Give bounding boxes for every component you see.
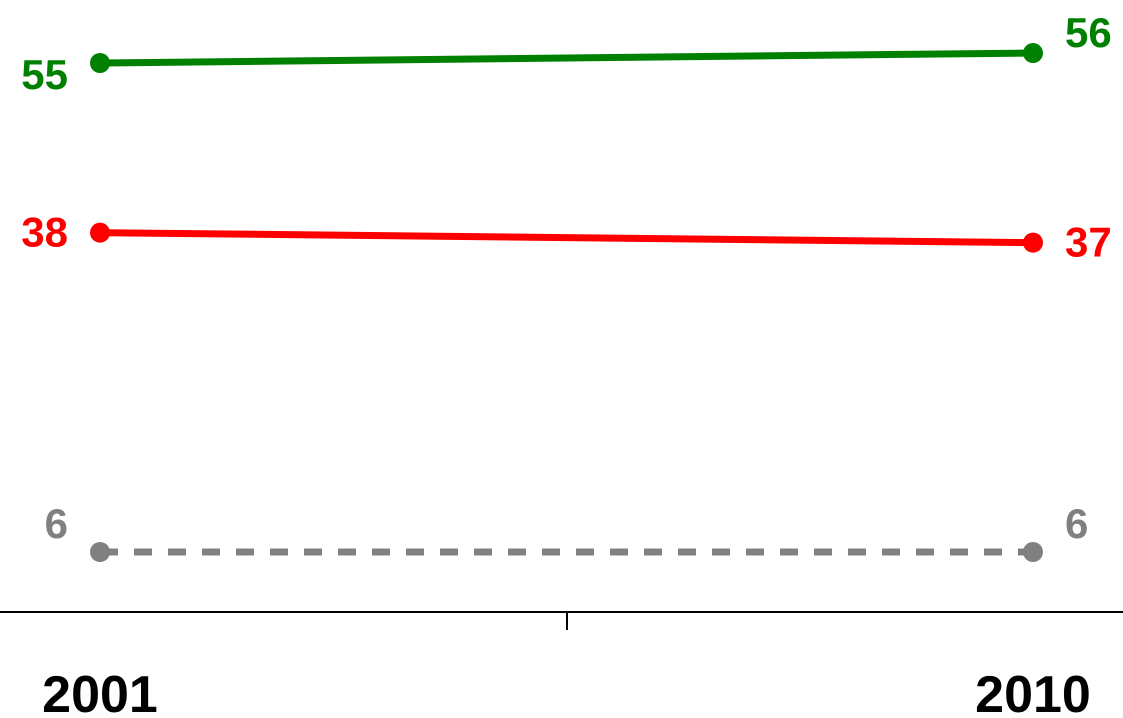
data-label-green-start: 55 xyxy=(21,51,68,98)
data-point-gray-start xyxy=(90,542,110,562)
x-axis: 2001 2010 xyxy=(0,611,1123,718)
data-point-green-start xyxy=(90,53,110,73)
series-group: 55 56 38 37 6 6 xyxy=(21,9,1112,562)
data-point-red-start xyxy=(90,222,110,243)
data-label-red-end: 37 xyxy=(1065,219,1112,266)
data-point-green-end xyxy=(1023,43,1043,64)
data-point-gray-end xyxy=(1023,542,1043,562)
series-line-green xyxy=(99,49,1034,67)
data-point-red-end xyxy=(1023,232,1043,253)
data-label-gray-start: 6 xyxy=(45,500,68,547)
x-tick-label-end: 2010 xyxy=(975,666,1091,718)
series-line-red xyxy=(99,229,1034,247)
x-tick-label-start: 2001 xyxy=(42,666,158,718)
data-label-green-end: 56 xyxy=(1065,9,1112,56)
data-label-gray-end: 6 xyxy=(1065,500,1088,547)
data-label-red-start: 38 xyxy=(21,209,68,256)
